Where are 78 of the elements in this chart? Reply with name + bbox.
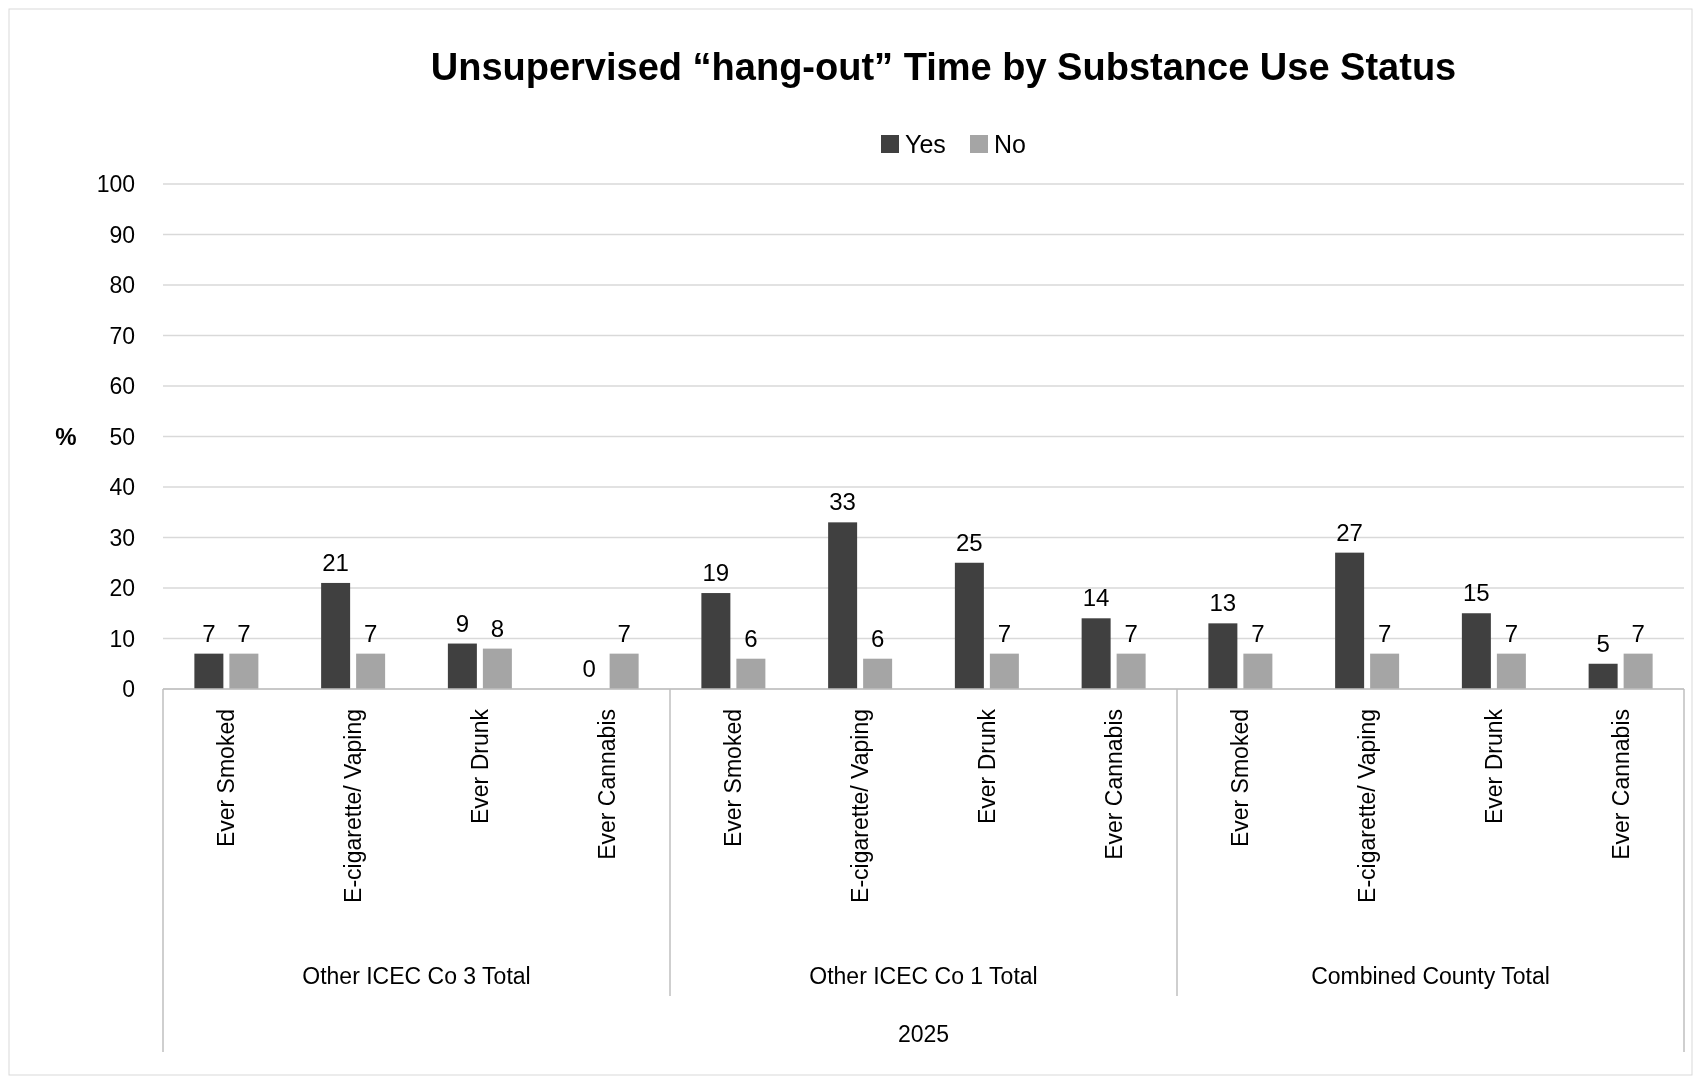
bar bbox=[356, 653, 386, 689]
y-tick-label: 20 bbox=[109, 575, 135, 601]
y-tick-label: 40 bbox=[109, 474, 135, 500]
bar bbox=[989, 653, 1019, 689]
data-label: 0 bbox=[582, 655, 596, 682]
x-tick-label: E-cigarette/ Vaping bbox=[1354, 709, 1381, 903]
text: Other ICEC Co 3 Total bbox=[302, 963, 531, 989]
data-label: 7 bbox=[237, 619, 251, 647]
bar bbox=[701, 593, 731, 689]
data-label: 7 bbox=[363, 619, 378, 647]
bar bbox=[321, 582, 351, 689]
data-label: 7 bbox=[997, 619, 1012, 647]
data-label: 7 bbox=[1377, 619, 1392, 647]
bar bbox=[1461, 613, 1491, 689]
y-tick-label: 0 bbox=[122, 676, 135, 702]
data-label: 19 bbox=[702, 559, 730, 587]
x-tick-label: E-cigarette/ Vaping bbox=[847, 709, 874, 903]
data-label: 25 bbox=[956, 528, 983, 556]
x-tick-label: Ever Cannabis bbox=[1607, 709, 1634, 860]
bar bbox=[194, 653, 224, 689]
x-tick-label: Ever Smoked bbox=[213, 709, 240, 848]
bar bbox=[1623, 653, 1653, 689]
y-tick-label: 90 bbox=[109, 221, 135, 248]
data-label: 7 bbox=[202, 619, 216, 647]
data-label: 33 bbox=[829, 488, 856, 516]
x-tick-label: Ever Smoked bbox=[720, 709, 747, 848]
bar bbox=[609, 653, 639, 689]
y-tick-label: 80 bbox=[109, 272, 135, 298]
bar bbox=[1370, 653, 1400, 689]
y-tick-label: 70 bbox=[109, 322, 135, 349]
y-tick-label: 50 bbox=[109, 423, 135, 450]
bar bbox=[954, 562, 984, 689]
bar bbox=[1208, 623, 1238, 689]
data-label: 15 bbox=[1463, 579, 1490, 607]
x-tick-label: E-cigarette/ Vaping bbox=[340, 709, 367, 903]
x-tick-label: Ever Drunk bbox=[973, 708, 1000, 825]
data-label: 13 bbox=[1209, 589, 1237, 617]
data-label: 5 bbox=[1596, 629, 1610, 657]
bar bbox=[1335, 552, 1365, 689]
text: Other ICEC Co 1 Total bbox=[809, 963, 1038, 989]
x-tick-label: Ever Drunk bbox=[1480, 708, 1507, 825]
x-tick-label: Ever Smoked bbox=[1227, 709, 1254, 848]
bar bbox=[1081, 618, 1111, 689]
y-axis-title: % bbox=[55, 422, 77, 450]
data-label: 7 bbox=[1631, 619, 1645, 647]
bar bbox=[1116, 653, 1146, 689]
bar bbox=[736, 658, 766, 689]
text: Combined County Total bbox=[1311, 963, 1550, 989]
bar bbox=[1243, 653, 1273, 689]
bar bbox=[229, 653, 259, 689]
data-label: 7 bbox=[1124, 619, 1138, 647]
data-label: 9 bbox=[455, 609, 470, 637]
legend-label: Yes bbox=[905, 130, 946, 158]
chart-title: Unsupervised “hang-out” Time by Substance Use Status bbox=[430, 46, 1457, 88]
y-tick-label: 30 bbox=[109, 524, 135, 551]
x-tick-label: Ever Cannabis bbox=[1100, 709, 1127, 860]
bar bbox=[482, 648, 512, 689]
data-label: 6 bbox=[744, 624, 758, 652]
y-tick-label: 10 bbox=[109, 625, 135, 652]
data-label: 21 bbox=[322, 548, 349, 576]
data-label: 6 bbox=[870, 624, 885, 652]
data-label: 7 bbox=[1251, 619, 1265, 647]
data-label: 7 bbox=[1504, 619, 1519, 647]
bar bbox=[1496, 653, 1526, 689]
legend-label: No bbox=[994, 130, 1026, 158]
data-label: 27 bbox=[1336, 518, 1363, 546]
bar bbox=[1588, 663, 1618, 689]
x-tick-label: Ever Drunk bbox=[466, 708, 493, 825]
data-label: 8 bbox=[490, 614, 505, 642]
y-tick-label: 100 bbox=[96, 171, 135, 197]
data-label: 14 bbox=[1082, 584, 1110, 612]
text: 2025 bbox=[897, 1021, 950, 1047]
bar bbox=[447, 643, 477, 689]
y-tick-label: 60 bbox=[109, 373, 135, 399]
bar bbox=[863, 658, 893, 689]
x-tick-label: Ever Cannabis bbox=[593, 709, 620, 860]
data-label: 7 bbox=[617, 619, 631, 647]
bar bbox=[828, 522, 858, 689]
